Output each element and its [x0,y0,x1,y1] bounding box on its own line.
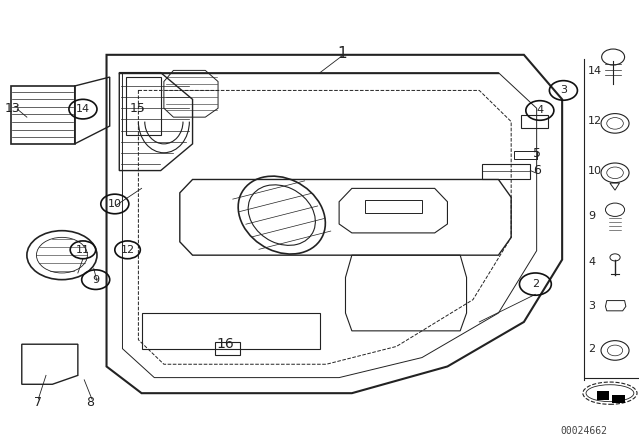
Text: 00024662: 00024662 [561,426,608,436]
Text: 2: 2 [532,279,539,289]
Text: 12: 12 [588,116,602,126]
Text: 14: 14 [588,65,602,76]
Text: 3: 3 [588,302,595,311]
Text: 16: 16 [217,337,235,351]
Text: 14: 14 [76,104,90,114]
Text: 8: 8 [86,396,95,409]
Text: 5: 5 [532,147,541,160]
Text: 9: 9 [588,211,595,221]
Text: 6: 6 [532,164,541,177]
Text: 1: 1 [337,47,347,61]
Text: 10: 10 [588,166,602,176]
FancyBboxPatch shape [597,391,609,400]
Text: 2: 2 [588,344,595,354]
Text: 4: 4 [588,257,595,267]
Text: 10: 10 [108,199,122,209]
Text: 4: 4 [536,105,543,116]
FancyBboxPatch shape [612,396,625,403]
Text: 7: 7 [35,396,42,409]
Text: 15: 15 [130,102,146,115]
Text: 12: 12 [120,245,134,255]
Text: 13: 13 [5,102,20,115]
Text: 11: 11 [76,245,90,255]
Text: 9: 9 [92,275,99,284]
Text: 3: 3 [560,86,567,95]
